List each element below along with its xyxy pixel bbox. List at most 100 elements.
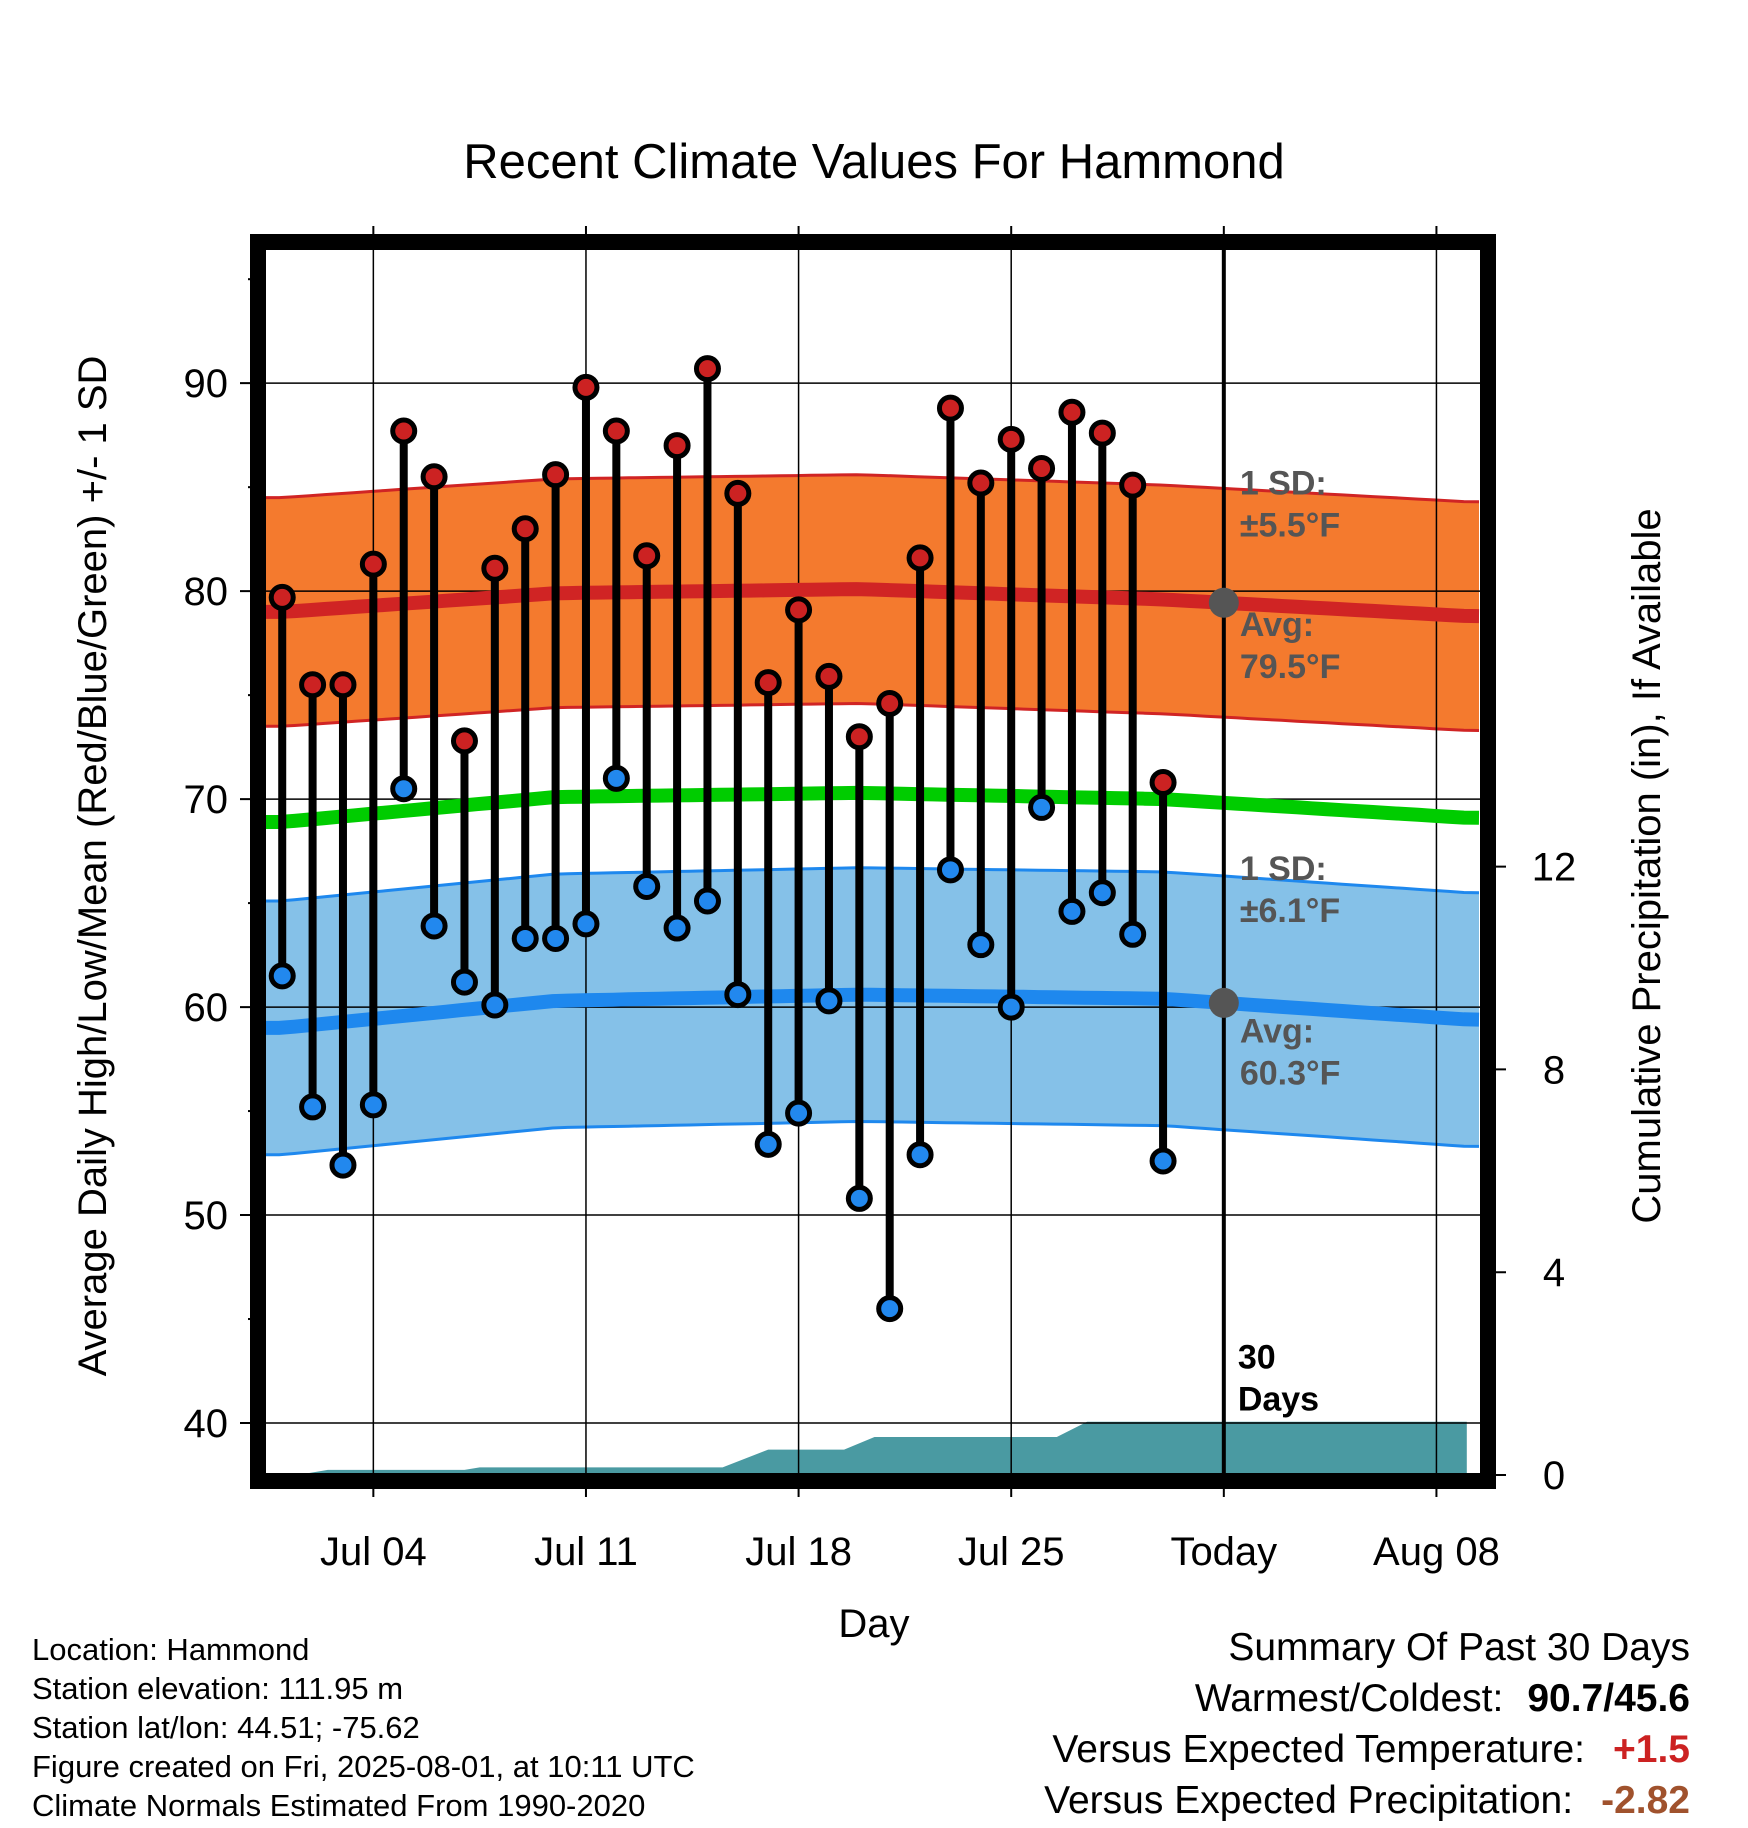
daily-high-point — [997, 425, 1025, 453]
y-tick-label: 60 — [184, 986, 229, 1030]
daily-high-point — [967, 469, 995, 497]
daily-high-point — [633, 542, 661, 570]
daily-high-point — [420, 463, 448, 491]
daily-high-point — [511, 515, 539, 543]
daily-low-point — [1058, 897, 1086, 925]
station-latlon: Station lat/lon: 44.51; -75.62 — [32, 1710, 420, 1745]
y-axis-label: Average Daily High/Low/Mean (Red/Blue/Gr… — [71, 356, 115, 1377]
y-tick-label: 40 — [184, 1402, 229, 1446]
precipitation-area — [297, 1421, 1467, 1475]
temp-anomaly-value: +1.5 — [1613, 1728, 1690, 1771]
daily-high-point — [785, 596, 813, 624]
daily-low-point — [785, 1099, 813, 1127]
daily-low-point — [572, 910, 600, 938]
high-avg-annotation-label: Avg: — [1240, 606, 1314, 644]
low-avg-annotation-label: Avg: — [1240, 1012, 1314, 1050]
high-normal-mean-line — [264, 582, 1480, 624]
daily-high-point — [845, 723, 873, 751]
high-normal-lower-sd-line — [264, 701, 1480, 732]
daily-high-point — [359, 550, 387, 578]
daily-high-point — [815, 662, 843, 690]
daily-high-point — [450, 727, 478, 755]
warm-cold-value: 90.7/45.6 — [1527, 1677, 1690, 1720]
daily-low-point — [906, 1141, 934, 1169]
precip-anomaly-label: Versus Expected Precipitation: — [1044, 1779, 1574, 1822]
climate-normals-note: Climate Normals Estimated From 1990-2020 — [32, 1788, 646, 1823]
daily-low-point — [1088, 879, 1116, 907]
y-tick-label: 50 — [184, 1194, 229, 1238]
daily-low-point — [754, 1130, 782, 1158]
daily-high-point — [1058, 398, 1086, 426]
days-window-number: 30 — [1238, 1339, 1276, 1377]
x-axis-label: Day — [838, 1602, 909, 1646]
daily-high-point — [542, 461, 570, 489]
today-low-normal-marker — [1208, 987, 1239, 1018]
figure-created: Figure created on Fri, 2025-08-01, at 10… — [32, 1749, 695, 1784]
low-sd-annotation-value: ±6.1°F — [1240, 892, 1340, 930]
plot-frame — [250, 234, 1496, 1489]
daily-low-point — [1149, 1147, 1177, 1175]
high-normal-upper-sd-line — [264, 473, 1480, 504]
high-sd-annotation-value: ±5.5°F — [1240, 507, 1340, 545]
summary-panel: Summary Of Past 30 Days Warmest/Coldest:… — [1044, 1622, 1690, 1826]
daily-high-point — [1088, 419, 1116, 447]
daily-high-point — [1119, 471, 1147, 499]
y2-tick-label: 12 — [1532, 846, 1577, 890]
daily-high-point — [724, 479, 752, 507]
x-tick-label: Aug 08 — [1373, 1530, 1500, 1574]
daily-low-point — [1119, 920, 1147, 948]
y2-tick-label: 8 — [1543, 1048, 1565, 1092]
high-sd-annotation-label: 1 SD: — [1240, 465, 1327, 503]
daily-low-point — [268, 962, 296, 990]
daily-mean-normal-line — [264, 785, 1480, 829]
station-info: Location: Hammond Station elevation: 111… — [32, 1630, 695, 1825]
days-window-label: Days — [1238, 1381, 1319, 1419]
station-elevation: Station elevation: 111.95 m — [32, 1671, 404, 1706]
y-tick-label: 90 — [184, 362, 229, 406]
daily-low-point — [967, 931, 995, 959]
warm-cold-label: Warmest/Coldest: — [1194, 1677, 1504, 1720]
x-tick-label: Jul 04 — [320, 1530, 427, 1574]
daily-high-point — [299, 671, 327, 699]
daily-high-point — [481, 554, 509, 582]
daily-low-point — [329, 1151, 357, 1179]
summary-title: Summary Of Past 30 Days — [1228, 1626, 1690, 1669]
y2-axis-label: Cumulative Precipitation (in), If Availa… — [1625, 508, 1669, 1223]
daily-low-point — [815, 987, 843, 1015]
daily-low-point — [390, 775, 418, 803]
daily-low-point — [1028, 793, 1056, 821]
daily-low-point — [663, 914, 691, 942]
daily-high-point — [663, 432, 691, 460]
daily-high-point — [1028, 454, 1056, 482]
low-normal-lower-sd-line — [264, 1119, 1480, 1157]
daily-low-point — [693, 887, 721, 915]
y2-tick-label: 0 — [1543, 1454, 1565, 1498]
daily-high-point — [754, 669, 782, 697]
daily-high-point — [876, 689, 904, 717]
daily-low-point — [450, 968, 478, 996]
daily-high-point — [390, 417, 418, 445]
x-tick-label: Jul 25 — [958, 1530, 1065, 1574]
high-avg-annotation-value: 79.5°F — [1240, 648, 1341, 686]
today-high-normal-marker — [1208, 587, 1239, 618]
daily-high-point — [693, 355, 721, 383]
daily-high-point — [602, 417, 630, 445]
y-tick-label: 80 — [184, 570, 229, 614]
daily-low-point — [299, 1093, 327, 1121]
daily-high-point — [1149, 768, 1177, 796]
daily-low-point — [359, 1091, 387, 1119]
chart-plot-area: 1 SD: ±5.5°F Avg: 79.5°F 1 SD: ±6.1°F Avg: 60.3… — [184, 226, 1577, 1574]
low-avg-annotation-value: 60.3°F — [1240, 1054, 1341, 1092]
summary-warm-cold-row: Warmest/Coldest: 90.7/45.6 — [1044, 1673, 1690, 1724]
daily-low-point — [845, 1184, 873, 1212]
daily-high-point — [572, 373, 600, 401]
daily-low-point — [936, 856, 964, 884]
precip-anomaly-value: -2.82 — [1601, 1779, 1690, 1822]
daily-high-point — [906, 544, 934, 572]
x-tick-label: Today — [1170, 1530, 1277, 1574]
station-location: Location: Hammond — [32, 1632, 310, 1667]
y2-tick-label: 4 — [1543, 1251, 1565, 1295]
low-normal-mean-line — [264, 987, 1480, 1035]
daily-low-point — [997, 993, 1025, 1021]
